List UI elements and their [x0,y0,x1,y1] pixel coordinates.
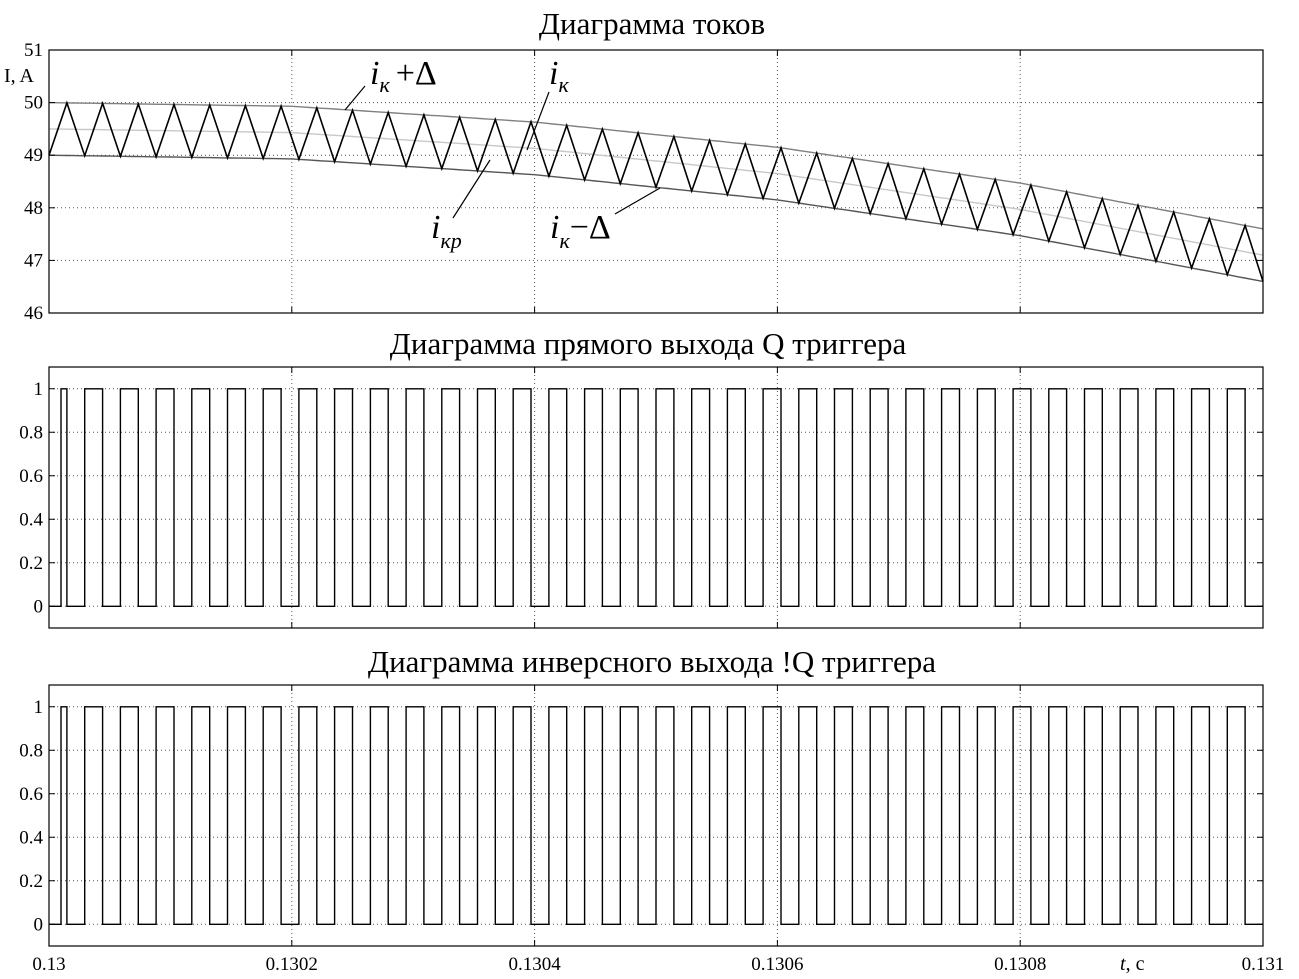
ann2-sub: к [558,72,569,97]
ann1-suffix: +Δ [396,55,437,92]
x-axis-label-unit: , c [1126,953,1145,975]
currents-plot: 46 47 48 49 50 51 [24,40,1264,324]
ann3-leader [452,159,491,219]
chart-title-notq: Диаграмма инверсного выхода !Q триггера [368,644,936,679]
svg-text:iк+Δ: iк +Δ [370,55,437,97]
annotation-ik: iк [526,55,569,151]
y-tick-label: 1 [34,379,44,400]
y-tick-label: 0 [34,914,44,935]
series-line [49,706,1263,925]
y-tick-label: 0.2 [19,871,43,892]
x-axis-label-symbol: t [1120,953,1126,975]
x-axis-label: t, c [1120,953,1145,975]
ann3-main: i [431,209,440,246]
svg-text:iк: iк [549,55,569,97]
ann3-sub: кр [440,228,461,253]
y-tick-label: 1 [34,697,44,718]
y-tick-label: 49 [24,145,43,166]
y-tick-label: 47 [24,250,43,271]
series-line [48,128,1264,256]
chart-title-currents: Диаграмма токов [539,6,765,41]
y-tick-label: 51 [24,40,43,61]
axes-frame [48,366,1264,629]
y-tick-label: 0.2 [19,553,43,574]
ann1-leader [344,85,366,111]
x-tick-label: 0.1302 [266,954,318,975]
svg-text:iкр: iкр [431,209,462,253]
y-tick-label: 46 [24,303,43,324]
annotation-ik-plus-delta: iк +Δ [344,55,437,111]
ann2-main: i [549,55,558,92]
annotation-ikr: iкр [431,159,491,253]
chart-title-q: Диаграмма прямого выхода Q триггера [390,326,907,361]
notq-output-plot: 0 0.2 0.4 0.6 0.8 1 0.13 0.1302 0.1304 0.1306 0.13… [19,684,1285,975]
x-tick-label: 0.131 [1242,954,1285,975]
series-line [49,388,1263,607]
series-line [48,154,1264,283]
y-tick-label: 0.6 [19,466,43,487]
y-tick-label: 0 [34,596,44,617]
y-tick-label: 0.6 [19,784,43,805]
y-tick-label: 0.8 [19,422,43,443]
ann1-sub: к [379,72,390,97]
y-tick-label: 50 [24,93,43,114]
y-tick-label: 48 [24,198,43,219]
y-tick-label: 0.4 [19,509,43,530]
y-tick-label: 0.8 [19,740,43,761]
axes-frame [48,49,1264,314]
series-line [48,100,1264,282]
ann4-main: i [550,209,559,246]
ann4-leader [614,187,661,215]
annotation-ik-minus-delta: iк−Δ [550,187,661,253]
x-tick-label: 0.1306 [751,954,803,975]
ann2-leader [526,91,550,151]
ann4-suffix: −Δ [570,209,611,246]
svg-text:iк−Δ: iк−Δ [550,209,611,253]
ann4-sub: к [559,228,570,253]
series-line [48,101,1264,230]
axes-frame [48,684,1264,947]
y-tick-label: 0.4 [19,827,43,848]
ann1-main: i [370,55,379,92]
q-output-plot: 0 0.2 0.4 0.6 0.8 1 [19,366,1264,629]
x-tick-label: 0.1304 [508,954,561,975]
x-tick-label: 0.1308 [994,954,1046,975]
y-axis-label: I, A [4,65,35,87]
x-tick-label: 0.13 [32,954,65,975]
